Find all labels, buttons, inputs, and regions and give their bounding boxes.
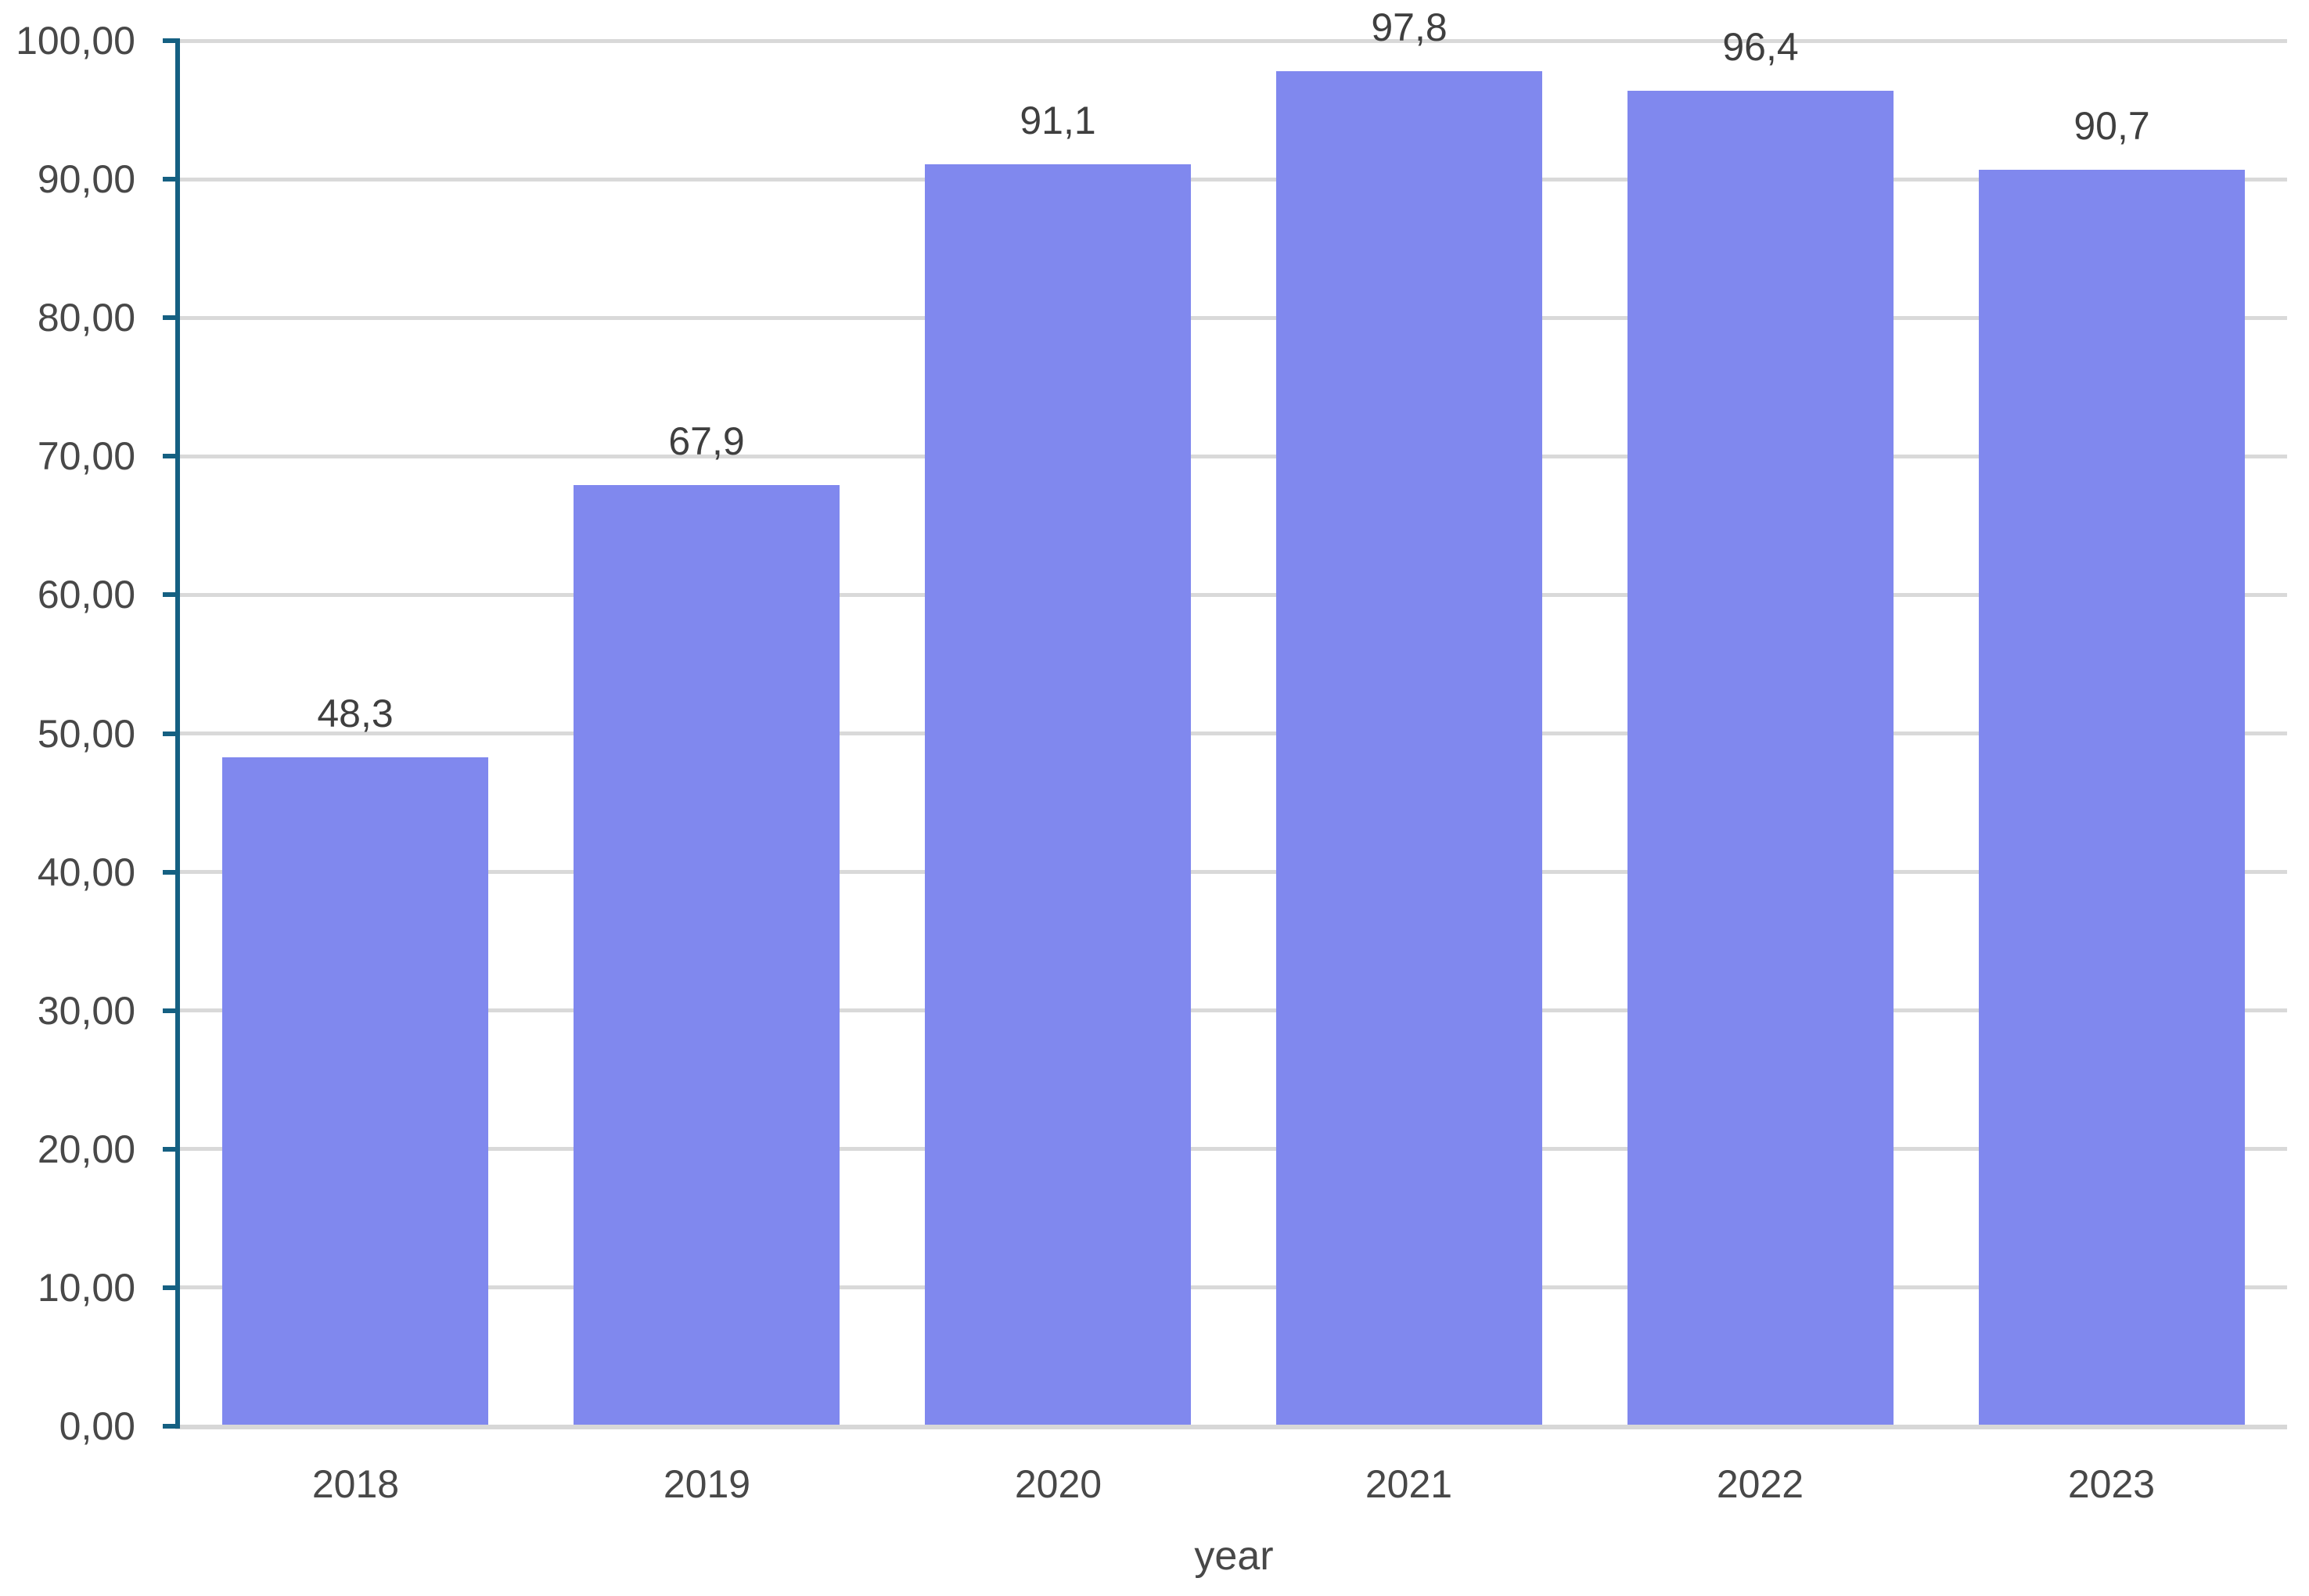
y-axis-tick-70 [163, 454, 180, 458]
bar-2021 [1276, 71, 1542, 1426]
y-tick-label-50: 50,00 [37, 712, 135, 756]
y-tick-label-60: 60,00 [37, 573, 135, 616]
bar-2023 [1979, 170, 2245, 1426]
gridline-80 [180, 316, 2287, 320]
y-axis-tick-10 [163, 1285, 180, 1290]
y-axis-tick-40 [163, 870, 180, 875]
x-tick-label-2021: 2021 [1365, 1462, 1453, 1506]
y-tick-label-0: 0,00 [59, 1404, 135, 1448]
y-tick-label-40: 40,00 [37, 850, 135, 894]
x-tick-label-2018: 2018 [311, 1462, 400, 1506]
x-tick-label-2023: 2023 [2067, 1462, 2156, 1506]
y-tick-label-100: 100,00 [16, 19, 135, 63]
y-tick-label-20: 20,00 [37, 1127, 135, 1171]
bar-value-label-2021: 97,8 [1371, 5, 1448, 49]
x-tick-label-2022: 2022 [1716, 1462, 1804, 1506]
bar-2020 [925, 164, 1191, 1426]
bar-2019 [574, 485, 840, 1426]
gridline-20 [180, 1147, 2287, 1151]
y-axis-tick-80 [163, 315, 180, 320]
y-axis-tick-100 [163, 38, 180, 43]
x-tick-label-2020: 2020 [1014, 1462, 1102, 1506]
y-tick-label-30: 30,00 [37, 989, 135, 1033]
gridline-90 [180, 178, 2287, 182]
bar-2022 [1627, 91, 1894, 1426]
y-axis-tick-20 [163, 1147, 180, 1152]
y-tick-label-90: 90,00 [37, 157, 135, 201]
y-axis-tick-50 [163, 732, 180, 736]
y-axis-tick-90 [163, 177, 180, 182]
x-axis-title: year [1194, 1533, 1274, 1579]
y-tick-label-10: 10,00 [37, 1266, 135, 1310]
y-axis-tick-60 [163, 592, 180, 597]
gridline-70 [180, 455, 2287, 458]
bar-value-label-2022: 96,4 [1722, 25, 1799, 69]
gridline-60 [180, 593, 2287, 597]
x-axis-baseline [175, 1425, 2287, 1429]
y-axis-tick-30 [163, 1008, 180, 1013]
bar-value-label-2023: 90,7 [2073, 104, 2150, 148]
gridline-10 [180, 1285, 2287, 1289]
gridline-100 [180, 39, 2287, 43]
bar-value-label-2018: 48,3 [317, 692, 394, 735]
gridline-50 [180, 732, 2287, 735]
bar-2018 [222, 757, 488, 1426]
x-tick-label-2019: 2019 [663, 1462, 751, 1506]
gridline-30 [180, 1008, 2287, 1012]
bar-value-label-2020: 91,1 [1020, 99, 1096, 142]
y-tick-label-80: 80,00 [37, 296, 135, 340]
bar-value-label-2019: 67,9 [668, 419, 745, 463]
y-axis-tick-0 [163, 1424, 180, 1429]
gridline-40 [180, 870, 2287, 874]
y-tick-label-70: 70,00 [37, 434, 135, 478]
